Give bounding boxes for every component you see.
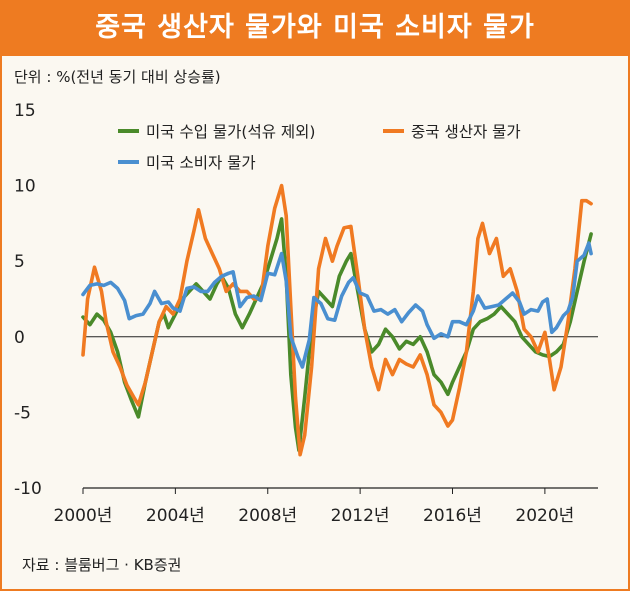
y-tick-label: -10 <box>14 479 42 499</box>
series-layer <box>81 183 593 457</box>
tick-group: 15 10 5 0 -5 -10 2000년 2004년 2008년 2012년 2016년 2020… <box>14 101 574 526</box>
y-tick-label: -5 <box>14 403 31 423</box>
x-tick-label: 2016년 <box>423 506 482 526</box>
y-tick-label: 5 <box>14 252 25 272</box>
y-tick-label: 10 <box>14 177 36 197</box>
legend: 미국 수입 물가(석유 제외) 중국 생산자 물가 미국 소비자 물가 <box>118 123 521 172</box>
x-tick-label: 2012년 <box>331 506 390 526</box>
x-tick-label: 2020년 <box>515 506 574 526</box>
series-line-us-import <box>81 217 593 453</box>
legend-label-china-ppi: 중국 생산자 물가 <box>411 123 521 141</box>
x-tick-label: 2000년 <box>54 506 113 526</box>
legend-label-us-cpi: 미국 소비자 물가 <box>146 154 256 172</box>
y-tick-label: 15 <box>14 101 36 121</box>
source-note: 자료 : 블룸버그 · KB증권 <box>22 556 181 574</box>
unit-label: 단위 : %(전년 동기 대비 상승률) <box>14 68 221 86</box>
legend-label-us-import: 미국 수입 물가(석유 제외) <box>146 123 315 141</box>
x-tick-label: 2008년 <box>238 506 297 526</box>
y-tick-label: 0 <box>14 328 25 348</box>
series-line-china-ppi <box>81 183 593 457</box>
series-line-us-cpi <box>81 241 593 369</box>
chart-title: 중국 생산자 물가와 미국 소비자 물가 <box>0 0 630 56</box>
x-tick-label: 2004년 <box>146 506 205 526</box>
